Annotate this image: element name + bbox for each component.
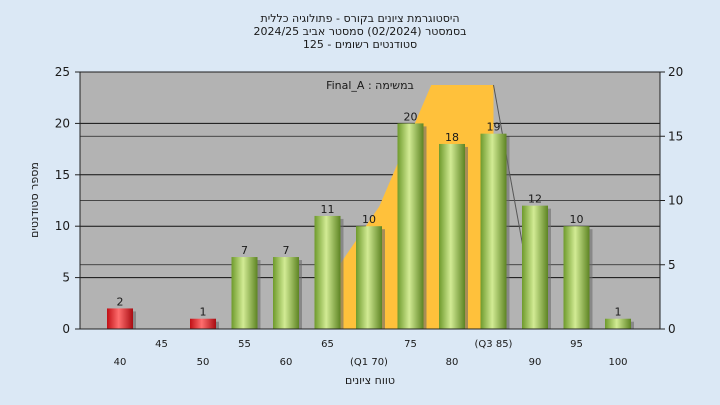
x-tick-label-3: 55 <box>238 339 251 350</box>
iqr-band-edge <box>493 84 528 268</box>
right-tick-label-20: 20 <box>668 65 683 79</box>
x-tick-label-9: (Q3 85) <box>475 339 513 350</box>
bar-5 <box>314 215 341 329</box>
y-axis-label: מספר סטודנטים <box>28 162 41 238</box>
x-tick-label-2: 50 <box>197 357 210 368</box>
x-tick-label-10: 90 <box>529 357 542 368</box>
bars <box>107 123 634 330</box>
left-tick-label-15: 15 <box>55 168 70 182</box>
right-tick-label-0: 0 <box>668 322 676 336</box>
data-labels: 2 1 7 7 11 10 20 18 19 12 10 1 <box>117 110 622 318</box>
x-ticks: 40 45 50 55 60 65 (Q1 70) 75 80 (Q3 85) 90 95 100 <box>114 339 628 368</box>
x-tick-label-11: 95 <box>570 339 583 350</box>
data-label-6: 10 <box>362 213 376 226</box>
chart-title-line-1: היסטוגרמת ציונים בקורס - פתולוגיה כללית <box>261 12 460 25</box>
right-y-ticks: 0 5 10 15 20 <box>660 65 683 336</box>
bar-2 <box>190 318 216 329</box>
bar-12 <box>605 318 631 329</box>
bar-6 <box>356 226 382 329</box>
x-axis-label: טווח ציונים <box>345 374 395 387</box>
left-tick-label-20: 20 <box>55 116 70 130</box>
bar-3 <box>231 257 258 329</box>
data-label-3: 7 <box>241 244 248 257</box>
data-label-5: 11 <box>321 203 335 216</box>
task-label: Final_A : במשימה <box>326 79 414 92</box>
bar-0 <box>107 308 133 329</box>
data-label-9: 19 <box>487 121 501 134</box>
bar-10 <box>522 205 548 329</box>
bar-4 <box>273 257 299 329</box>
x-tick-label-4: 60 <box>280 357 293 368</box>
x-tick-label-7: 75 <box>404 339 417 350</box>
x-tick-label-12: 100 <box>608 357 627 368</box>
x-tick-label-0: 40 <box>114 357 127 368</box>
bar-11 <box>563 226 590 329</box>
x-tick-label-6: (Q1 70) <box>350 357 388 368</box>
x-tick-label-1: 45 <box>155 339 168 350</box>
data-label-7: 20 <box>404 110 418 123</box>
left-y-ticks: 0 5 10 15 20 25 <box>55 65 80 336</box>
data-label-0: 2 <box>117 295 124 308</box>
data-label-4: 7 <box>283 244 290 257</box>
right-tick-label-15: 15 <box>668 129 683 143</box>
left-tick-label-5: 5 <box>62 271 70 285</box>
data-label-11: 10 <box>570 213 584 226</box>
left-tick-label-25: 25 <box>55 65 70 79</box>
data-label-10: 12 <box>528 193 542 206</box>
bar-7 <box>397 123 424 330</box>
chart-title-line-3: סטודנטים רשומים - 125 <box>303 38 417 51</box>
x-tick-label-5: 65 <box>321 339 334 350</box>
right-tick-label-10: 10 <box>668 194 683 208</box>
data-label-2: 1 <box>200 306 207 319</box>
left-tick-label-10: 10 <box>55 219 70 233</box>
chart-title-line-2: בסמסטר (02/2024) סמסטר אביב 2024/25 <box>253 25 466 38</box>
left-tick-label-0: 0 <box>62 322 70 336</box>
data-label-8: 18 <box>445 131 459 144</box>
bar-8 <box>439 143 465 329</box>
bar-9 <box>480 133 507 329</box>
data-label-12: 1 <box>615 306 622 319</box>
x-tick-label-8: 80 <box>446 357 459 368</box>
right-tick-label-5: 5 <box>668 258 676 272</box>
